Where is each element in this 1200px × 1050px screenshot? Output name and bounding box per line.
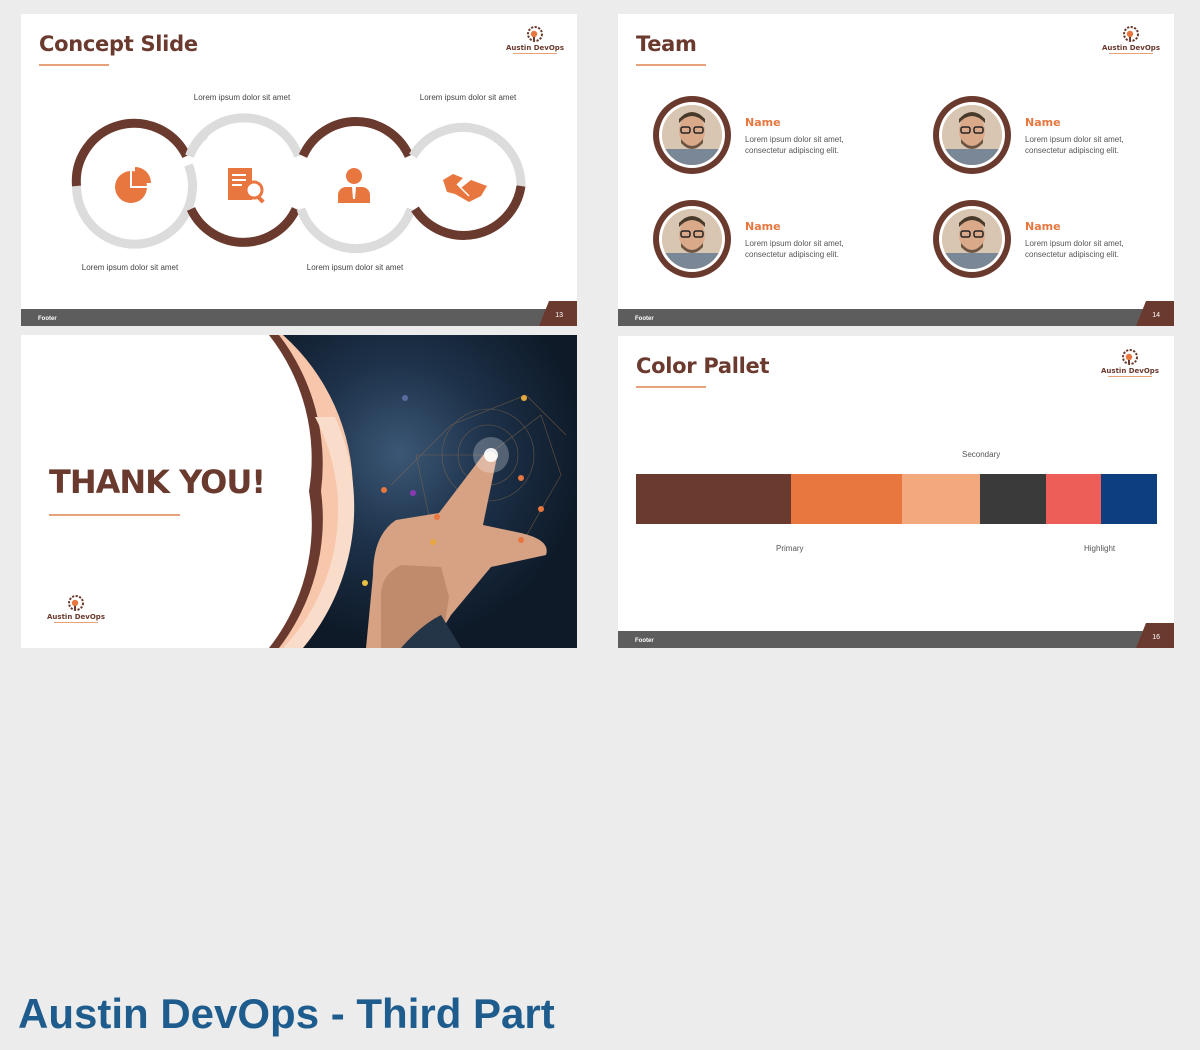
logo: Austin DevOps (46, 593, 106, 627)
gear-bulb-icon (68, 595, 84, 611)
logo: Austin DevOps (505, 24, 565, 58)
member-name: Name (745, 220, 781, 233)
avatar (933, 200, 1011, 278)
slide-title: Team (636, 32, 697, 56)
swatch-brown (636, 474, 791, 524)
logo: Austin DevOps (1100, 347, 1160, 381)
footer-label: Footer (635, 316, 654, 322)
swatch-peach (902, 474, 980, 524)
slide-team[interactable]: Team Austin DevOps Name Lorem ipsum dolo… (618, 14, 1174, 326)
concept-rings (71, 113, 526, 254)
gear-bulb-icon (1122, 349, 1138, 365)
slide-title: Concept Slide (39, 32, 198, 56)
document-search-icon (228, 168, 265, 204)
logo-underline (513, 53, 557, 54)
caption-4: Lorem ipsum dolor sit amet (419, 93, 517, 102)
member-name: Name (1025, 220, 1061, 233)
gear-bulb-icon (527, 26, 543, 42)
caption-1: Lorem ipsum dolor sit amet (81, 263, 179, 272)
slide-thank-you[interactable]: THANK YOU! Austin DevOps (21, 335, 577, 648)
footer-label: Footer (38, 316, 57, 322)
person-photo (662, 209, 722, 269)
logo-underline (1109, 53, 1153, 54)
page-number: 16 (1152, 634, 1160, 641)
avatar (653, 200, 731, 278)
person-photo (942, 209, 1002, 269)
pie-chart-icon (115, 167, 151, 203)
member-description: Lorem ipsum dolor sit amet, consectetur … (745, 135, 844, 155)
logo-text: Austin DevOps (1102, 44, 1160, 52)
slide-title: Color Pallet (636, 354, 770, 378)
avatar (933, 96, 1011, 174)
gear-bulb-icon (1123, 26, 1139, 42)
avatar (653, 96, 731, 174)
footer-label: Footer (635, 638, 654, 644)
page-number-badge: 16 (1136, 623, 1174, 648)
footer-bar (21, 309, 577, 326)
thank-you-underline (49, 514, 180, 516)
caption-2: Lorem ipsum dolor sit amet (193, 93, 291, 102)
main-title: Austin DevOps - Third Part (18, 990, 555, 1037)
person-photo (662, 105, 722, 165)
footer-bar (618, 309, 1174, 326)
logo-text: Austin DevOps (506, 44, 564, 52)
thank-you-background (21, 335, 577, 648)
person-photo (942, 105, 1002, 165)
label-primary: Primary (776, 544, 804, 553)
swatch-orange (791, 474, 902, 524)
member-description: Lorem ipsum dolor sit amet, consectetur … (745, 239, 844, 259)
title-underline (39, 64, 109, 66)
thank-you-title: THANK YOU! (49, 463, 266, 501)
member-description: Lorem ipsum dolor sit amet, consectetur … (1025, 135, 1124, 155)
slide-color-pallet[interactable]: Color Pallet Austin DevOps Secondary Pri… (618, 336, 1174, 648)
label-secondary: Secondary (962, 450, 1001, 459)
page-number: 13 (555, 312, 563, 319)
slide-concept[interactable]: Concept Slide Austin DevOps Lorem ipsum … (21, 14, 577, 326)
label-highlight: Highlight (1084, 544, 1116, 553)
member-name: Name (1025, 116, 1061, 129)
footer-bar (618, 631, 1174, 648)
logo: Austin DevOps (1101, 24, 1161, 58)
logo-underline (1108, 376, 1152, 377)
page-number: 14 (1152, 312, 1160, 319)
swatch-navy (1101, 474, 1157, 524)
title-underline (636, 64, 706, 66)
logo-underline (54, 622, 98, 623)
businessman-icon (338, 168, 370, 203)
caption-3: Lorem ipsum dolor sit amet (306, 263, 404, 272)
title-underline (636, 386, 706, 388)
member-name: Name (745, 116, 781, 129)
swatch-coral (1046, 474, 1101, 524)
logo-text: Austin DevOps (1101, 367, 1159, 375)
member-description: Lorem ipsum dolor sit amet, consectetur … (1025, 239, 1124, 259)
swatch-charcoal (980, 474, 1046, 524)
page-number-badge: 14 (1136, 301, 1174, 326)
color-bar (636, 474, 1157, 524)
handshake-icon (443, 174, 487, 202)
logo-text: Austin DevOps (47, 613, 105, 621)
